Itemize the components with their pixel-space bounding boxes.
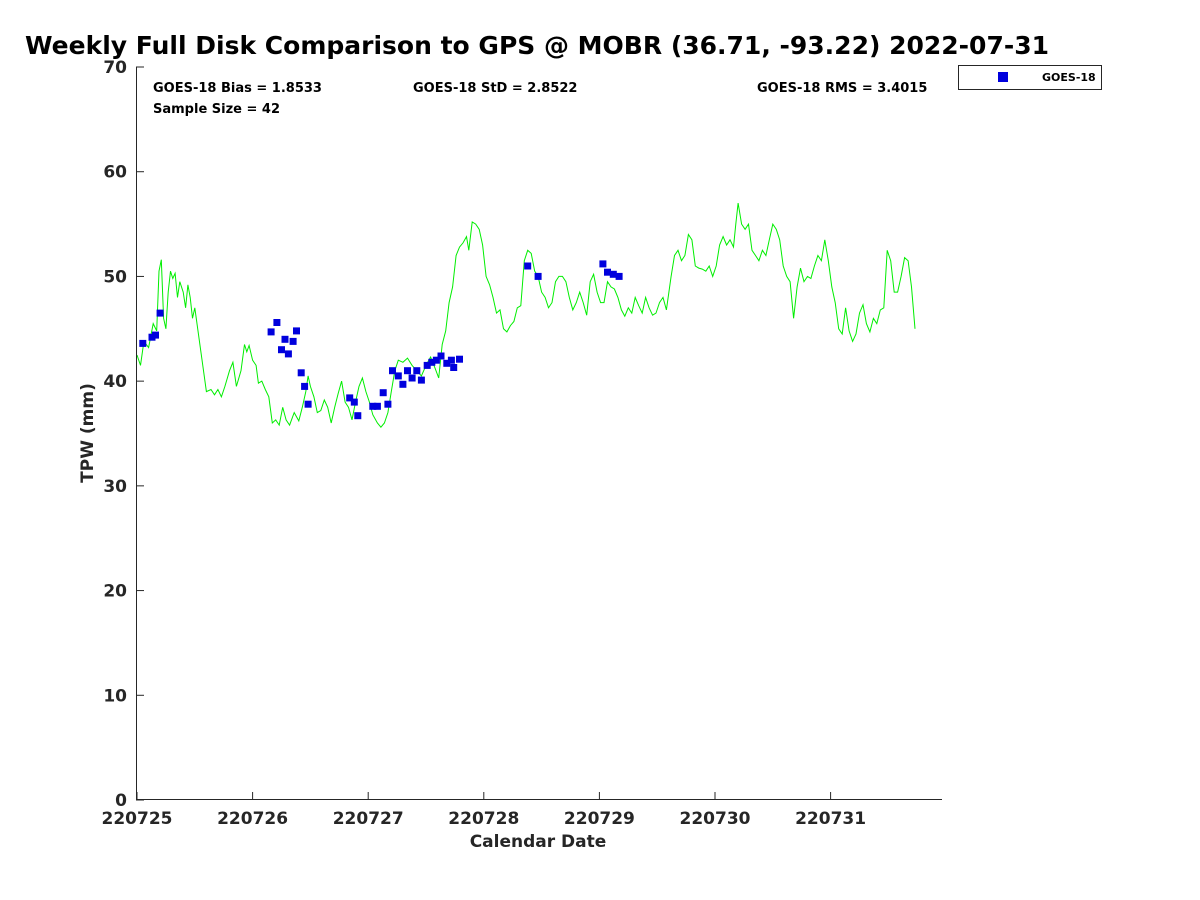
goes18-data-point <box>615 272 623 280</box>
goes18-data-point <box>139 339 147 347</box>
goes-points-group <box>139 260 623 420</box>
x-axis-label: Calendar Date <box>470 832 607 852</box>
chart-title: Weekly Full Disk Comparison to GPS @ MOB… <box>25 31 1049 60</box>
goes18-data-point <box>379 389 387 397</box>
goes18-data-point <box>599 260 607 268</box>
x-tick-label: 220731 <box>795 809 866 829</box>
legend-marker <box>998 72 1008 82</box>
axes: 0 10 20 30 40 50 60 70 220725 220726 220727 220728… <box>102 58 942 829</box>
goes18-data-point <box>524 262 532 270</box>
goes18-data-point <box>373 402 381 410</box>
legend-box <box>958 65 1102 90</box>
goes18-data-point <box>404 367 411 375</box>
goes18-data-point <box>267 328 275 336</box>
gps-tpw-line <box>136 203 916 428</box>
goes18-data-point <box>293 327 300 335</box>
goes18-data-point <box>534 272 542 280</box>
goes18-data-point <box>437 352 445 360</box>
y-tick-label: 50 <box>103 267 127 287</box>
y-axis-label: TPW (mm) <box>78 383 98 483</box>
rms-stat: GOES-18 RMS = 3.4015 <box>757 81 927 96</box>
goes18-data-point <box>384 400 392 408</box>
goes18-data-point <box>284 350 292 358</box>
y-tick-label: 20 <box>103 582 127 602</box>
bias-stat: GOES-18 Bias = 1.8533 <box>153 81 322 96</box>
goes18-data-point <box>152 331 159 339</box>
y-tick-label: 60 <box>103 163 127 183</box>
goes18-data-point <box>432 356 440 364</box>
goes18-data-point <box>304 400 312 408</box>
goes18-data-point <box>369 402 377 410</box>
goes18-data-point <box>443 359 451 367</box>
legend-label: GOES-18 <box>1042 71 1096 84</box>
goes18-data-point <box>428 358 436 366</box>
goes18-data-point <box>394 372 402 380</box>
y-tick-label: 40 <box>103 372 127 392</box>
goes18-data-point <box>354 412 362 420</box>
legend: GOES-18 <box>958 65 1102 90</box>
goes18-data-point <box>399 380 407 388</box>
y-tick-label: 70 <box>103 58 127 78</box>
gps-line-group <box>136 203 916 428</box>
goes18-data-point <box>447 356 455 364</box>
goes18-data-point <box>417 376 425 384</box>
x-tick-label: 220730 <box>680 809 751 829</box>
goes18-data-point <box>289 337 297 345</box>
goes18-data-point <box>297 369 305 377</box>
y-tick-label: 30 <box>103 477 127 497</box>
goes18-data-point <box>350 398 358 406</box>
x-tick-label: 220728 <box>448 809 519 829</box>
x-tick-label: 220726 <box>217 809 288 829</box>
goes18-data-point <box>413 367 421 375</box>
goes18-data-point <box>156 309 164 317</box>
std-stat: GOES-18 StD = 2.8522 <box>413 81 577 96</box>
goes18-data-point <box>281 335 289 343</box>
x-ticks: 220725 220726 220727 220728 220729 220730 2207… <box>102 792 866 829</box>
goes18-data-point <box>346 394 354 402</box>
goes18-data-point <box>301 382 309 390</box>
y-tick-label: 10 <box>103 686 127 706</box>
x-tick-label: 220725 <box>102 809 173 829</box>
goes18-data-point <box>450 364 458 371</box>
goes18-data-point <box>408 374 416 382</box>
goes18-data-point <box>456 355 463 363</box>
goes18-data-point <box>423 361 431 369</box>
goes18-data-point <box>273 319 281 326</box>
y-ticks: 0 10 20 30 40 50 60 70 <box>103 58 144 811</box>
goes18-data-point <box>389 367 396 375</box>
goes18-data-point <box>278 346 285 354</box>
goes18-data-point <box>604 268 611 276</box>
sample-size-stat: Sample Size = 42 <box>153 102 280 117</box>
x-tick-label: 220727 <box>333 809 404 829</box>
plot-area <box>136 203 916 428</box>
goes18-data-point <box>609 270 617 278</box>
x-tick-label: 220729 <box>564 809 635 829</box>
y-tick-label: 0 <box>115 791 127 811</box>
